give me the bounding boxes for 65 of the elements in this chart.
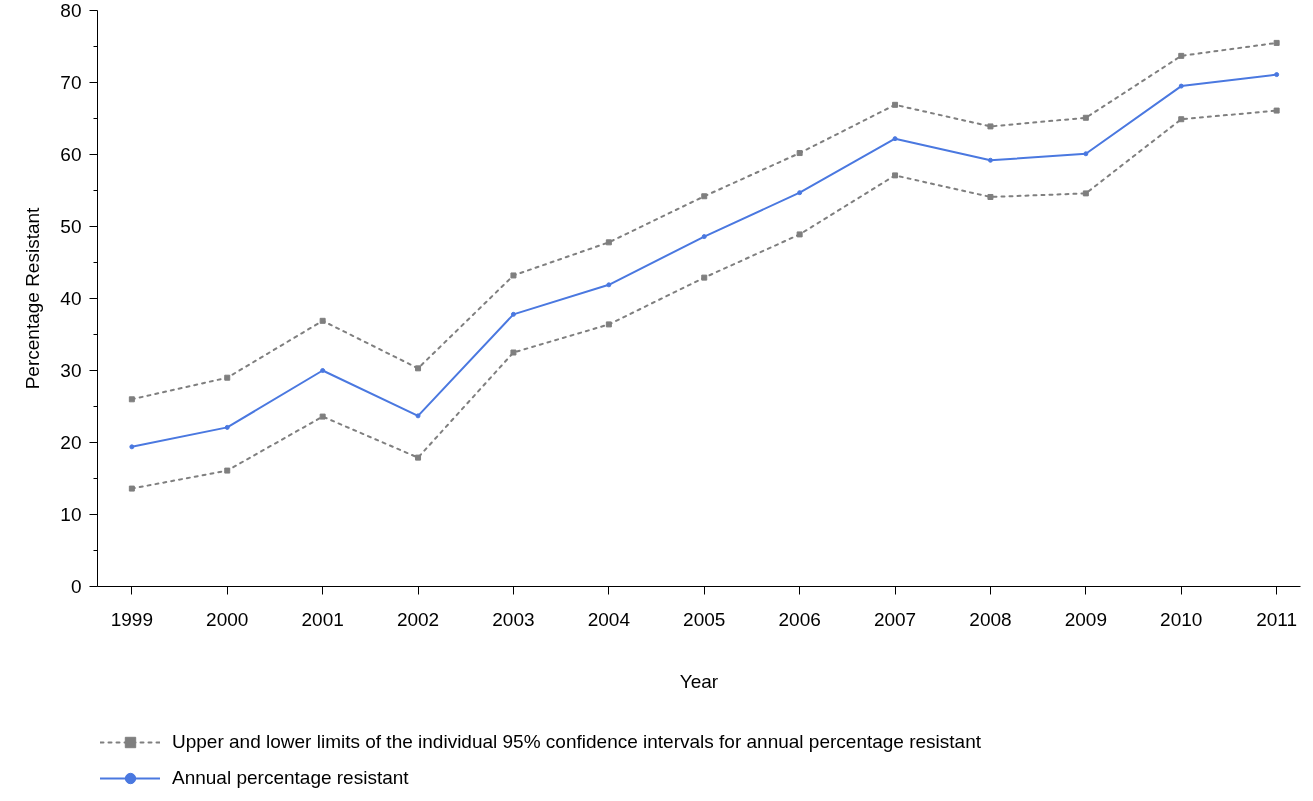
x-tick-label: 2003 [492,608,535,630]
point [1082,190,1089,197]
point [796,231,803,238]
point [1273,107,1280,114]
x-tick-label: 2001 [301,608,344,630]
y-tick-label: 80 [60,0,82,21]
x-tick-label: 2007 [873,608,917,630]
point [415,365,422,372]
point [510,349,517,356]
x-tick-label: 2011 [1256,608,1298,630]
point [701,274,708,281]
x-axis-title: Year [679,670,719,692]
y-tick-label: 0 [70,576,82,597]
point [415,413,421,419]
y-tick-label: 50 [60,216,82,237]
point [892,136,898,142]
point [128,485,135,492]
x-tick-label: 2009 [1064,608,1107,630]
point [796,150,803,157]
x-tick-label: 2006 [778,608,821,630]
x-tick-label: 2002 [396,608,440,630]
point [320,368,326,373]
point [1082,114,1089,121]
point [319,413,326,420]
point [987,193,994,200]
point [319,317,326,324]
point [987,123,994,130]
point [892,101,899,108]
y-tick-label: 30 [60,360,82,381]
x-tick-label: 2010 [1160,608,1203,630]
point [1178,116,1185,123]
x-tick-label: 2000 [206,608,249,630]
point [701,234,707,240]
y-tick-label: 40 [60,288,82,309]
point [1178,83,1184,89]
point [1274,72,1280,78]
point [701,193,708,200]
y-tick-label: 60 [60,144,82,165]
point [605,321,612,328]
point [510,272,517,279]
y-tick-label: 10 [60,504,82,525]
y-tick-label: 20 [60,432,82,453]
point [1178,52,1185,59]
x-tick-label: 2004 [587,608,631,630]
point [606,282,612,288]
point [510,311,516,317]
point [129,444,135,450]
point [797,190,803,196]
point [415,454,422,461]
legend-label: Annual percentage resistant [172,767,409,789]
x-tick-label: 1999 [110,608,153,630]
y-axis-title: Percentage Resistant [22,206,44,390]
point [224,467,231,474]
point [987,157,993,163]
point [224,424,230,430]
point [224,374,231,381]
point [128,396,135,403]
x-tick-label: 2005 [683,608,726,630]
point [605,239,612,246]
y-tick-label: 70 [60,72,82,93]
point [1083,151,1089,157]
x-tick-label: 2008 [969,608,1012,630]
point [892,172,899,179]
point [1273,39,1280,46]
legend-label: Upper and lower limits of the individual 95% confidence intervals for annual percentage resistant [172,731,982,753]
